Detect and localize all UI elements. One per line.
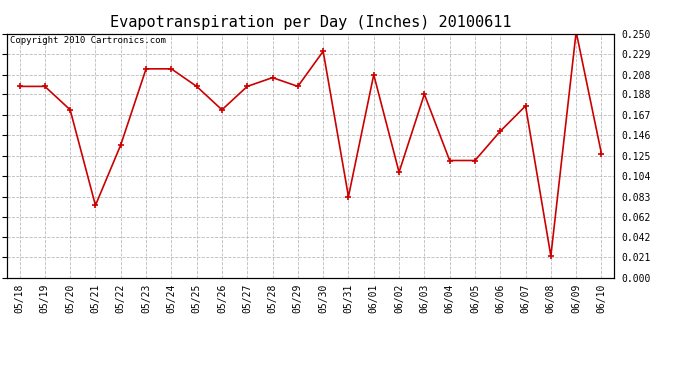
Text: Copyright 2010 Cartronics.com: Copyright 2010 Cartronics.com [10,36,166,45]
Text: Evapotranspiration per Day (Inches) 20100611: Evapotranspiration per Day (Inches) 2010… [110,15,511,30]
